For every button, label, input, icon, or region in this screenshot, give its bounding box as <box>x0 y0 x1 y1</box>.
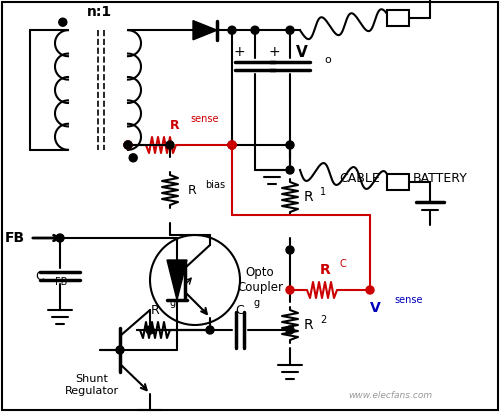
Text: Opto
Coupler: Opto Coupler <box>237 266 283 294</box>
Circle shape <box>286 26 294 34</box>
Text: FB: FB <box>5 231 25 245</box>
Circle shape <box>228 141 236 149</box>
Circle shape <box>286 326 294 334</box>
Text: C: C <box>236 304 244 316</box>
Text: V: V <box>296 44 308 60</box>
Circle shape <box>124 141 132 149</box>
Text: R: R <box>320 263 330 277</box>
Circle shape <box>286 141 294 149</box>
Circle shape <box>286 286 294 294</box>
Text: Shunt
Regulator: Shunt Regulator <box>65 374 119 396</box>
Circle shape <box>286 246 294 254</box>
Text: sense: sense <box>394 295 422 305</box>
Circle shape <box>116 346 124 354</box>
Text: R: R <box>303 190 313 204</box>
Text: 2: 2 <box>320 315 326 325</box>
Text: g: g <box>169 298 175 308</box>
Circle shape <box>124 141 132 149</box>
Text: o: o <box>324 55 331 65</box>
Circle shape <box>59 18 67 26</box>
Polygon shape <box>167 260 187 300</box>
Circle shape <box>286 166 294 174</box>
Polygon shape <box>193 21 217 40</box>
Circle shape <box>251 26 259 34</box>
Circle shape <box>166 141 174 149</box>
Text: C: C <box>340 259 347 269</box>
Text: V: V <box>370 301 380 315</box>
Text: BATTERY: BATTERY <box>412 171 468 185</box>
Circle shape <box>366 286 374 294</box>
Circle shape <box>56 234 64 242</box>
Text: +: + <box>268 45 280 59</box>
Text: +: + <box>233 45 245 59</box>
FancyBboxPatch shape <box>387 174 409 190</box>
Text: R: R <box>170 119 180 131</box>
Circle shape <box>124 141 132 149</box>
Text: R: R <box>303 318 313 332</box>
FancyBboxPatch shape <box>387 10 409 26</box>
Text: sense: sense <box>190 114 218 124</box>
Circle shape <box>228 141 236 149</box>
Text: CABLE: CABLE <box>340 171 380 185</box>
Text: R: R <box>188 183 196 197</box>
Circle shape <box>228 26 236 34</box>
Text: 1: 1 <box>320 187 326 197</box>
Text: n:1: n:1 <box>86 5 112 19</box>
Text: www.elecfans.com: www.elecfans.com <box>348 391 432 400</box>
Text: C: C <box>36 269 44 283</box>
Text: bias: bias <box>205 180 225 190</box>
Circle shape <box>228 141 236 149</box>
Circle shape <box>129 154 137 162</box>
Text: R: R <box>150 304 160 316</box>
Text: g: g <box>254 298 260 308</box>
Circle shape <box>206 326 214 334</box>
Text: FB: FB <box>55 277 68 287</box>
Circle shape <box>146 326 154 334</box>
